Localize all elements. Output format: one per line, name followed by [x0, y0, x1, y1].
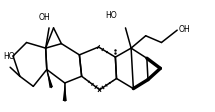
Polygon shape	[63, 83, 67, 101]
Text: HO: HO	[105, 11, 117, 20]
Text: OH: OH	[178, 25, 190, 34]
Text: OH: OH	[39, 13, 50, 22]
Text: HO: HO	[3, 52, 15, 61]
Polygon shape	[47, 69, 53, 88]
